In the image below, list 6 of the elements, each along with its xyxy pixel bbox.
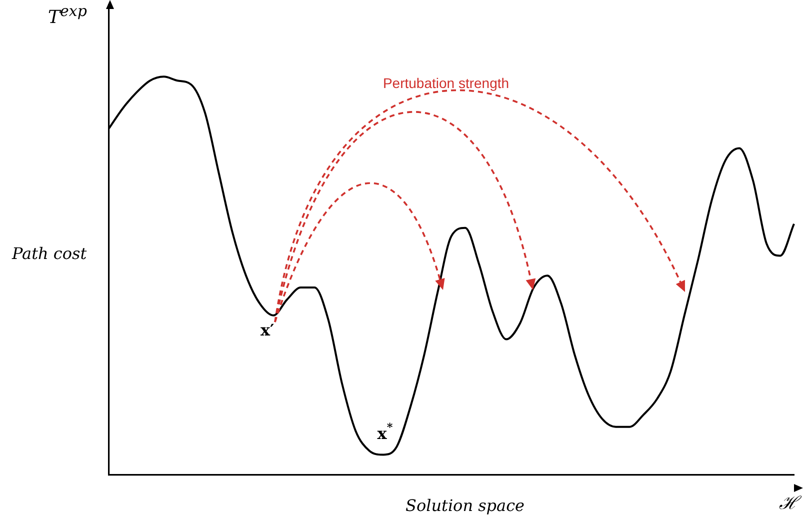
annotation: x′	[260, 320, 274, 340]
y-axis-title: Path cost	[12, 244, 87, 263]
annotation: x*	[377, 420, 393, 443]
x-axis-title: Solution space	[405, 496, 525, 515]
text: T$^{exp}$	[48, 2, 87, 28]
annotation: Pertubation strength	[382, 75, 510, 91]
